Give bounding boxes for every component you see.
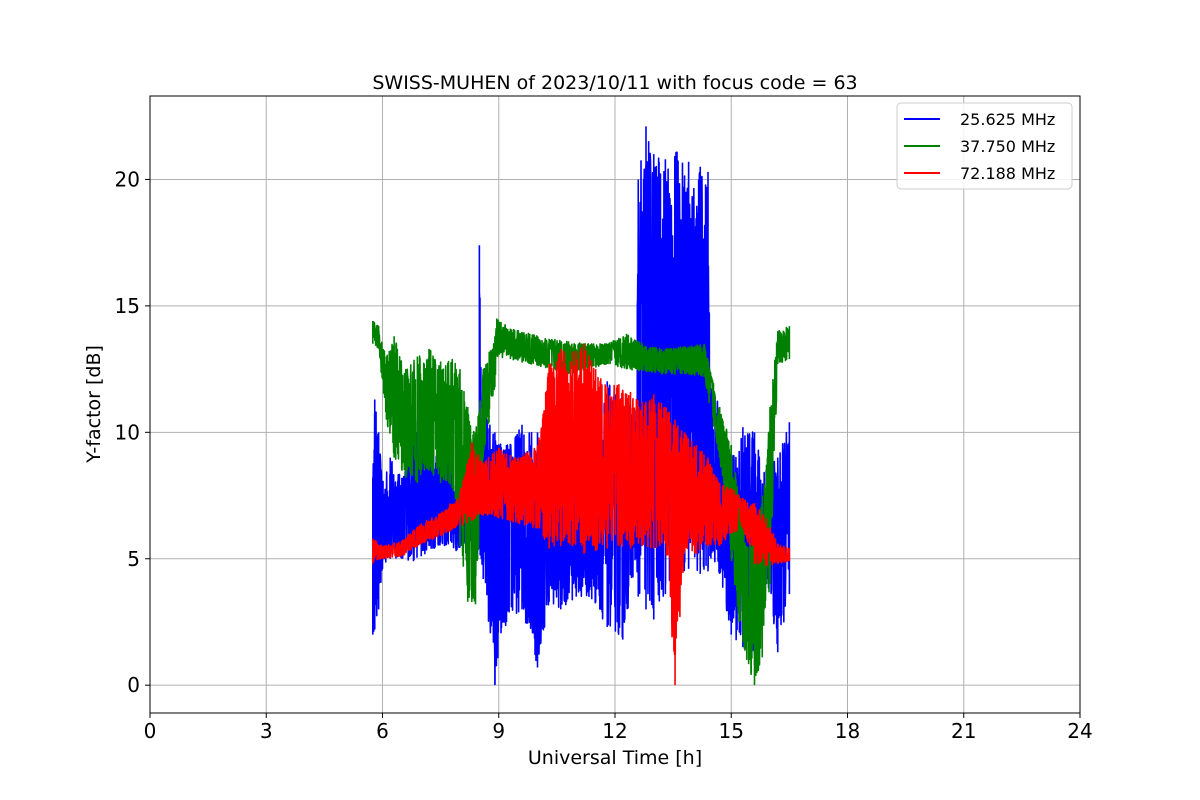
x-tick-label: 9	[492, 719, 505, 743]
legend-box	[896, 102, 1073, 190]
x-tick-label: 18	[835, 719, 860, 743]
y-tick-label: 5	[127, 547, 140, 571]
x-tick-label: 6	[376, 719, 389, 743]
ticks: 0 3 6 9 12 15 18 21 24 0 5 10 15 20	[115, 167, 1093, 743]
legend: 25.625 MHz 37.750 MHz 72.188 MHz	[896, 102, 1073, 190]
legend-label-1: 37.750 MHz	[960, 137, 1055, 156]
y-tick-label: 10	[115, 420, 140, 444]
series-layer	[372, 126, 791, 686]
chart-title: SWISS-MUHEN of 2023/10/11 with focus cod…	[372, 72, 857, 94]
y-tick-label: 15	[115, 294, 140, 318]
x-tick-label: 12	[602, 719, 627, 743]
legend-label-2: 72.188 MHz	[960, 164, 1055, 183]
x-tick-label: 3	[260, 719, 273, 743]
y-axis-label: Y-factor [dB]	[83, 345, 105, 464]
x-tick-label: 24	[1067, 719, 1092, 743]
series-line-2	[372, 343, 791, 686]
y-tick-label: 20	[115, 167, 140, 191]
x-tick-label: 0	[144, 719, 157, 743]
x-tick-label: 21	[951, 719, 976, 743]
legend-label-0: 25.625 MHz	[960, 110, 1055, 129]
x-tick-label: 15	[719, 719, 744, 743]
x-axis-label: Universal Time [h]	[528, 747, 702, 769]
y-tick-label: 0	[127, 673, 140, 697]
